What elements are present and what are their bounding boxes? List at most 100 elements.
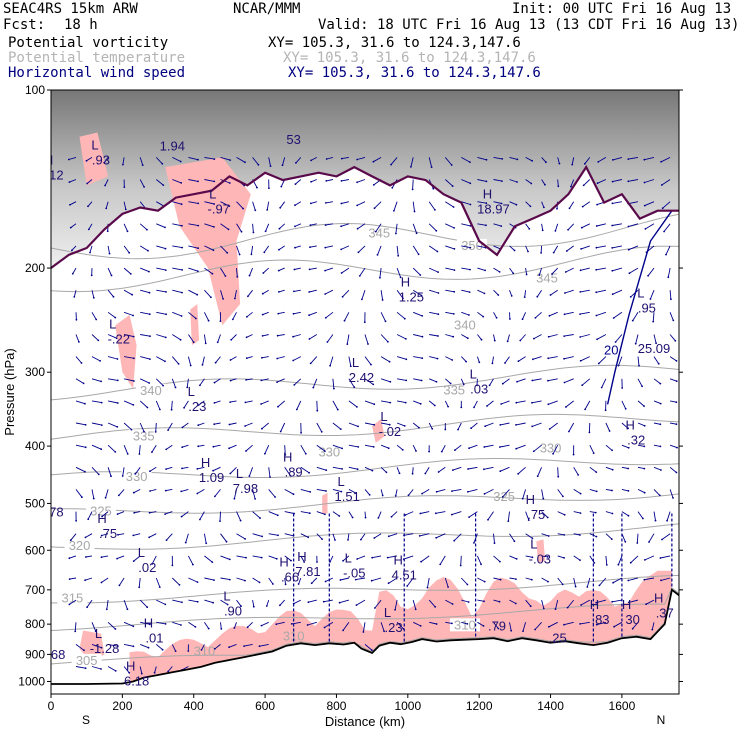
wind-vector [525,555,533,558]
field-theta-xy: XY= 105.3, 31.6 to 124.3,147.6 [283,50,536,66]
terrain-mask [51,589,679,694]
wind-vector-head [87,205,89,208]
wind-vector-head [612,159,614,161]
wind-vector [106,600,109,610]
wind-vector [412,445,417,452]
wind-vector-head [483,580,486,583]
wind-vector-head [260,379,263,382]
wind-vector-head [595,623,598,626]
x-tick-label: 600 [255,699,275,713]
wind-vector [653,444,661,447]
wind-vector [424,467,430,474]
wind-vector-head [421,492,423,495]
wind-vector [605,555,608,565]
wind-vector-head [97,473,100,476]
wind-vector-head [164,269,167,271]
wind-vector [188,267,198,272]
wind-vector [91,643,102,649]
pv-extremum-value: .37 [656,605,674,620]
wind-vector-head [324,293,327,295]
wind-vector-head [340,248,343,251]
wind-vector-head [268,187,270,190]
wind-vector [214,422,221,425]
wind-vector-head [116,402,119,404]
theta-contour-line [51,523,679,550]
wind-vector-head [148,382,151,384]
wind-vector [632,312,639,321]
wind-vector-head [437,292,440,294]
wind-vector-head [468,447,470,450]
wind-vector-head [310,582,313,585]
pv-extremum-value: .95 [638,300,656,315]
wind-vector-head [86,182,89,185]
wind-vector-head [284,454,287,456]
wind-vector [155,378,164,386]
wind-vector-head [112,295,115,298]
wind-vector [197,466,205,470]
wind-vector-head [579,291,582,293]
wind-vector [252,223,254,233]
wind-vector [364,356,372,365]
wind-vector [284,555,292,561]
theta-label-bg [71,653,102,667]
wind-vector [493,555,501,562]
wind-vector [87,511,93,520]
wind-vector [612,267,623,272]
wind-vector-head [428,450,430,453]
wind-vector [493,577,501,581]
wind-vector [341,179,349,182]
wind-vector-head [213,180,216,183]
wind-vector [199,378,205,386]
wind-vector-head [248,274,251,277]
wind-vector [233,489,237,499]
wind-vector [341,201,350,204]
wind-vector-head [663,230,665,233]
wind-vector-head [323,626,326,629]
wind-vector [294,201,302,206]
wind-vector [429,378,437,383]
wind-vector-head [138,453,141,455]
wind-vector [435,511,446,514]
wind-vector [473,400,478,408]
theta-label-bg [64,539,95,553]
wind-vector-head [657,362,660,365]
wind-vector [181,511,189,517]
wind-vector-head [316,561,318,563]
wind-vector-head [116,426,119,428]
wind-vector-head [405,358,408,361]
wind-vector [453,533,462,542]
wind-vector-head [521,497,524,500]
wind-vector [580,599,591,606]
wind-vector-head [336,408,339,411]
wind-vector [377,511,382,519]
wind-vector [557,179,559,187]
wind-vector-head [86,606,88,609]
wind-vector-head [225,540,228,543]
wind-vector-head [245,379,248,381]
wind-vector [156,289,167,293]
wind-vector-head [538,274,541,276]
wind-vector [182,422,189,428]
wind-vector [413,356,423,359]
wind-vector-head [181,246,184,249]
wind-vector [236,577,246,582]
wind-vector-head [516,158,519,161]
wind-vector [293,311,301,315]
wind-vector-head [627,467,630,470]
wind-vector-head [567,228,569,231]
wind-vector-head [257,163,260,166]
wind-vector-head [293,268,296,271]
wind-vector-head [468,291,471,293]
wind-vector-head [324,580,327,583]
wind-vector-head [245,357,248,360]
wind-vector [172,311,182,317]
wind-vector [230,334,237,341]
wind-vector [215,356,221,363]
wind-vector [140,621,150,625]
pv-extremum-value: 78 [49,504,63,519]
wind-vector [293,378,302,386]
wind-vector [262,289,269,295]
wind-vector-head [501,158,504,160]
field-theta-name: Potential temperature [8,50,186,66]
wind-vector [569,201,575,209]
